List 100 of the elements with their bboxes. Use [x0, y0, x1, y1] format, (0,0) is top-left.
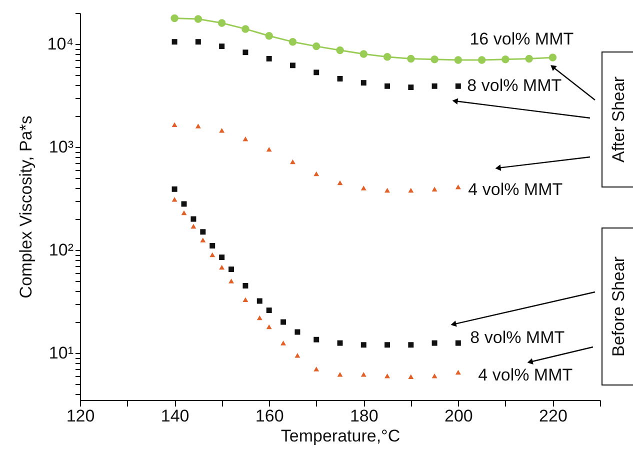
- point: [290, 159, 296, 164]
- y-tick-label: 10¹: [48, 344, 74, 363]
- point: [219, 128, 225, 133]
- point: [314, 336, 320, 342]
- point: [280, 340, 286, 346]
- point: [337, 180, 343, 186]
- point: [294, 352, 300, 358]
- point: [360, 342, 366, 348]
- point: [337, 340, 343, 346]
- point: [455, 83, 461, 89]
- point: [337, 372, 343, 377]
- point: [314, 171, 320, 176]
- y-tick-label: 10²: [48, 240, 74, 260]
- series-label: 8 vol% MMT: [467, 76, 562, 96]
- point: [408, 84, 414, 90]
- point: [256, 315, 262, 320]
- point: [336, 46, 344, 54]
- series-label: 4 vol% MMT: [478, 365, 573, 384]
- point: [454, 56, 462, 64]
- x-axis-title: Temperature,°C: [280, 426, 400, 446]
- point: [548, 54, 557, 62]
- point: [195, 39, 201, 45]
- x-tick-label: 200: [444, 406, 473, 426]
- point: [280, 319, 286, 325]
- point: [170, 14, 178, 22]
- annotation: After Shear: [609, 76, 628, 162]
- point: [219, 44, 225, 50]
- point: [408, 374, 414, 380]
- point: [360, 80, 366, 86]
- point: [525, 54, 533, 63]
- point: [228, 266, 234, 272]
- point: [210, 252, 216, 258]
- point: [190, 224, 196, 229]
- point: [432, 340, 438, 346]
- x-tick-label: 220: [539, 406, 568, 426]
- point: [432, 83, 438, 89]
- point: [430, 55, 438, 64]
- point: [219, 264, 225, 270]
- y-axis-title: Complex Viscosity, Pa*s: [16, 116, 36, 298]
- point: [360, 50, 368, 58]
- series-label: 4 vol% MMT: [468, 180, 563, 199]
- point: [242, 297, 248, 302]
- point: [172, 197, 178, 202]
- point: [266, 56, 272, 62]
- point: [384, 188, 390, 193]
- point: [337, 76, 343, 82]
- point: [194, 15, 202, 23]
- point: [312, 42, 320, 50]
- point: [172, 39, 178, 45]
- point: [266, 308, 272, 314]
- point: [256, 298, 262, 304]
- point: [314, 366, 320, 372]
- x-tick-label: 120: [66, 406, 95, 426]
- point: [242, 136, 248, 142]
- point: [228, 278, 234, 284]
- point: [172, 122, 178, 127]
- point: [360, 186, 366, 190]
- point: [242, 25, 250, 33]
- point: [172, 186, 178, 192]
- point: [200, 229, 206, 235]
- point: [266, 324, 272, 330]
- point: [210, 243, 216, 248]
- point: [432, 374, 438, 378]
- point: [383, 53, 392, 61]
- point: [290, 62, 296, 68]
- x-tick-label: 180: [350, 406, 378, 426]
- point: [502, 55, 510, 64]
- point: [408, 188, 414, 193]
- point: [455, 370, 461, 375]
- point: [314, 70, 320, 76]
- point: [360, 372, 366, 377]
- point: [478, 56, 486, 64]
- point: [408, 342, 414, 348]
- point: [265, 32, 273, 40]
- point: [407, 54, 415, 63]
- point: [219, 254, 225, 260]
- y-tick-label: 10³: [48, 138, 74, 157]
- point: [218, 19, 226, 27]
- point: [432, 186, 438, 192]
- point: [294, 329, 300, 335]
- point: [455, 340, 461, 346]
- x-tick-label: 160: [255, 406, 284, 426]
- point: [384, 342, 390, 348]
- point: [242, 283, 248, 288]
- annotation: Before Shear: [609, 256, 628, 357]
- point: [242, 50, 248, 56]
- point: [288, 38, 297, 46]
- point: [384, 374, 390, 378]
- point: [455, 184, 461, 190]
- point: [190, 216, 196, 222]
- point: [195, 124, 201, 128]
- series-label: 8 vol% MMT: [470, 328, 565, 348]
- point: [181, 210, 187, 216]
- point: [384, 83, 390, 89]
- point: [266, 146, 272, 152]
- series-label: 16 vol% MMT: [470, 29, 574, 48]
- x-tick-label: 140: [160, 406, 190, 426]
- y-tick-label: 10⁴: [47, 34, 74, 54]
- point: [200, 238, 206, 242]
- point: [181, 201, 187, 207]
